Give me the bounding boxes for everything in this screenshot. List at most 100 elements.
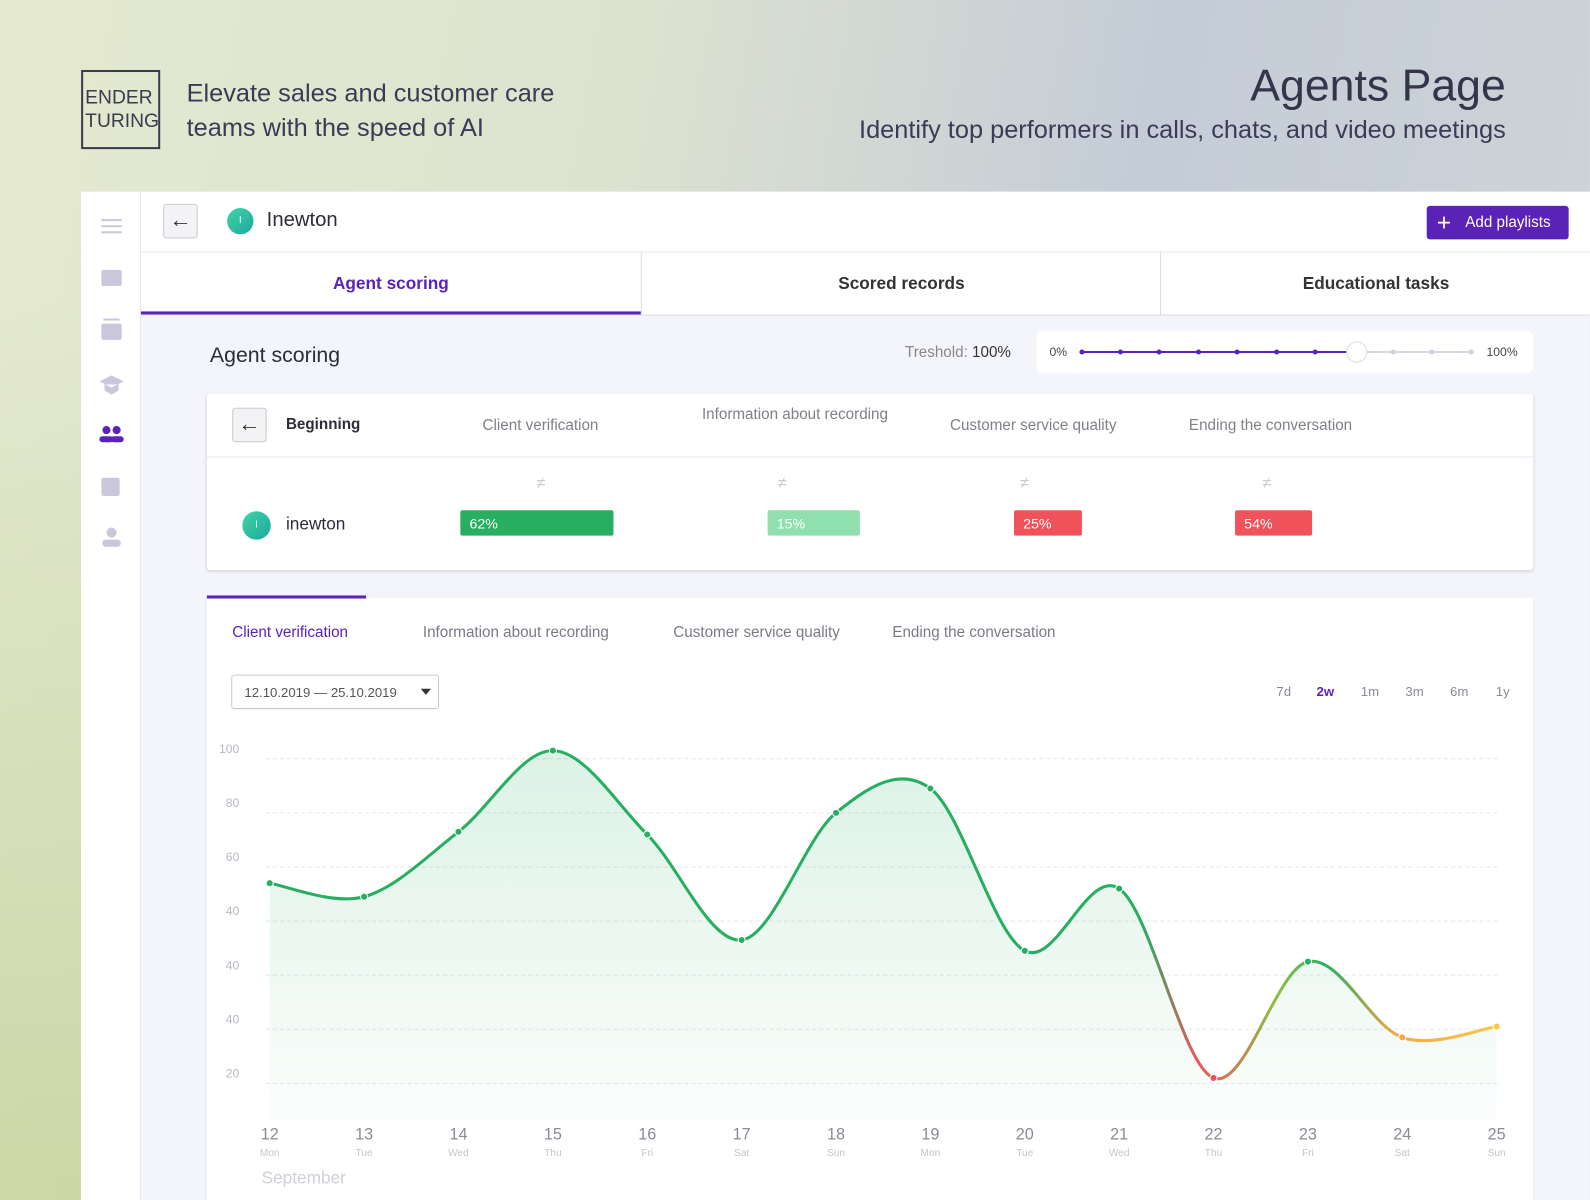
data-point bbox=[1398, 1033, 1407, 1042]
x-tick-label: 15 bbox=[544, 1125, 562, 1143]
profile-icon[interactable] bbox=[106, 527, 117, 538]
back-button[interactable]: ← bbox=[163, 203, 198, 239]
weekday-label: Fri bbox=[1302, 1148, 1314, 1159]
scoring-table: ← I inewton Beginning Client verification… bbox=[206, 393, 1534, 571]
menu-icon[interactable] bbox=[101, 219, 122, 222]
score-badge: 25% bbox=[1014, 510, 1082, 536]
dashboard-icon[interactable] bbox=[101, 269, 122, 287]
x-tick-label: 13 bbox=[355, 1125, 373, 1143]
score-badge: 15% bbox=[767, 510, 860, 536]
tab[interactable]: Scored records bbox=[640, 252, 1161, 315]
data-point bbox=[548, 746, 557, 755]
y-tick-label: 40 bbox=[226, 904, 240, 918]
data-point bbox=[1115, 884, 1124, 893]
column-header: Information about recording bbox=[701, 405, 888, 424]
tab[interactable]: Educational tasks bbox=[1160, 252, 1590, 315]
score-badge: 62% bbox=[460, 510, 614, 536]
active-tab-line bbox=[206, 595, 367, 599]
divider bbox=[206, 456, 1534, 458]
x-tick-label: 14 bbox=[449, 1125, 467, 1143]
x-tick-label: 18 bbox=[827, 1125, 845, 1143]
weekday-label: Mon bbox=[260, 1148, 280, 1159]
weekday-label: Thu bbox=[544, 1148, 561, 1159]
data-point bbox=[1492, 1022, 1501, 1031]
x-tick-label: 21 bbox=[1110, 1125, 1128, 1143]
slider-min: 0% bbox=[1049, 344, 1068, 360]
column-header: Beginning bbox=[285, 415, 361, 434]
chart-tab[interactable]: Ending the conversation bbox=[892, 623, 1056, 642]
y-tick-label: 80 bbox=[226, 796, 240, 810]
score-label: 25% bbox=[1023, 515, 1052, 532]
period-option[interactable]: 2w bbox=[1316, 683, 1335, 699]
bg-shade bbox=[0, 304, 82, 1200]
month-label: September bbox=[262, 1167, 347, 1187]
data-point bbox=[1209, 1073, 1218, 1083]
x-tick-label: 23 bbox=[1299, 1125, 1317, 1143]
weekday-label: Fri bbox=[641, 1148, 653, 1159]
icons bbox=[99, 219, 124, 547]
score-badge: 54% bbox=[1235, 510, 1313, 536]
threshold-value: 100% bbox=[972, 343, 1011, 362]
x-tick-label: 19 bbox=[921, 1125, 939, 1143]
period-option[interactable]: 7d bbox=[1276, 683, 1292, 699]
tab-label: Scored records bbox=[838, 273, 965, 294]
agents-icon[interactable] bbox=[99, 426, 124, 443]
tab-label: Agent scoring bbox=[332, 273, 449, 294]
x-tick-label: 25 bbox=[1488, 1125, 1506, 1143]
column-header: Client verification bbox=[482, 416, 599, 435]
add-playlists-button[interactable]: + Add playlists bbox=[1426, 205, 1569, 240]
weekday-label: Sat bbox=[1395, 1148, 1410, 1159]
chart-tab[interactable]: Information about recording bbox=[422, 623, 609, 642]
line bbox=[269, 749, 1497, 1081]
dropdown-arrow bbox=[420, 688, 431, 695]
data-point bbox=[1020, 946, 1029, 955]
analytics-icon[interactable] bbox=[101, 477, 120, 497]
agent-name: inewton bbox=[285, 514, 346, 534]
data-point bbox=[1303, 957, 1312, 966]
date-dropdown[interactable]: 12.10.2019 — 25.10.2019 bbox=[231, 674, 440, 710]
education-icon[interactable] bbox=[99, 375, 124, 395]
chart-tab[interactable]: Client verification bbox=[232, 623, 349, 642]
y-tick-label: 40 bbox=[226, 958, 240, 972]
x-tick-label: 17 bbox=[733, 1125, 751, 1143]
tabs: Agent scoring Scored records Educational t… bbox=[140, 252, 1590, 316]
weekday-label: Sun bbox=[1488, 1148, 1506, 1159]
sidebar-icons bbox=[99, 219, 124, 547]
period-option[interactable]: 1m bbox=[1360, 683, 1380, 699]
section-title: Agent scoring bbox=[209, 343, 341, 368]
y-tick-label: 100 bbox=[219, 742, 240, 756]
period-option[interactable]: 3m bbox=[1405, 683, 1424, 699]
tab[interactable]: Agent scoring bbox=[140, 253, 641, 315]
x-tick-label: 20 bbox=[1016, 1125, 1034, 1143]
score-label: 15% bbox=[776, 515, 806, 532]
score-label: 54% bbox=[1244, 515, 1273, 532]
data-point bbox=[454, 827, 463, 836]
tagline: teams with the speed of AI bbox=[186, 113, 484, 143]
records-icon[interactable] bbox=[101, 323, 122, 340]
page-title: Agents Page bbox=[1250, 60, 1506, 111]
weekday-label: Thu bbox=[1205, 1148, 1222, 1159]
x-tick-label: 16 bbox=[638, 1125, 656, 1143]
weekday-label: Tue bbox=[1016, 1148, 1033, 1159]
logo-line: TURING bbox=[85, 110, 160, 132]
chart-tab[interactable]: Customer service quality bbox=[673, 623, 840, 642]
threshold-label: Treshold: bbox=[904, 343, 968, 362]
avatar: I bbox=[227, 207, 254, 235]
score-label: 62% bbox=[469, 515, 498, 532]
slider-thumb[interactable] bbox=[1346, 341, 1368, 363]
weekday-label: Mon bbox=[921, 1148, 941, 1159]
tagline: Elevate sales and customer care bbox=[186, 79, 555, 108]
topbar bbox=[140, 191, 1590, 253]
column-header: Ending the conversation bbox=[1188, 416, 1353, 435]
disabled-filter-icon: ≠ bbox=[1262, 474, 1272, 492]
avatar: I bbox=[242, 511, 271, 540]
y-tick-label: 40 bbox=[226, 1012, 240, 1026]
y-tick-label: 20 bbox=[226, 1066, 240, 1080]
x-tick-label: 12 bbox=[261, 1125, 279, 1143]
period-option[interactable]: 6m bbox=[1449, 683, 1469, 699]
back-button[interactable]: ← bbox=[232, 407, 267, 443]
disabled-filter-icon: ≠ bbox=[536, 474, 546, 492]
period-option[interactable]: 1y bbox=[1495, 683, 1510, 699]
date-range: 12.10.2019 — 25.10.2019 bbox=[244, 684, 397, 700]
